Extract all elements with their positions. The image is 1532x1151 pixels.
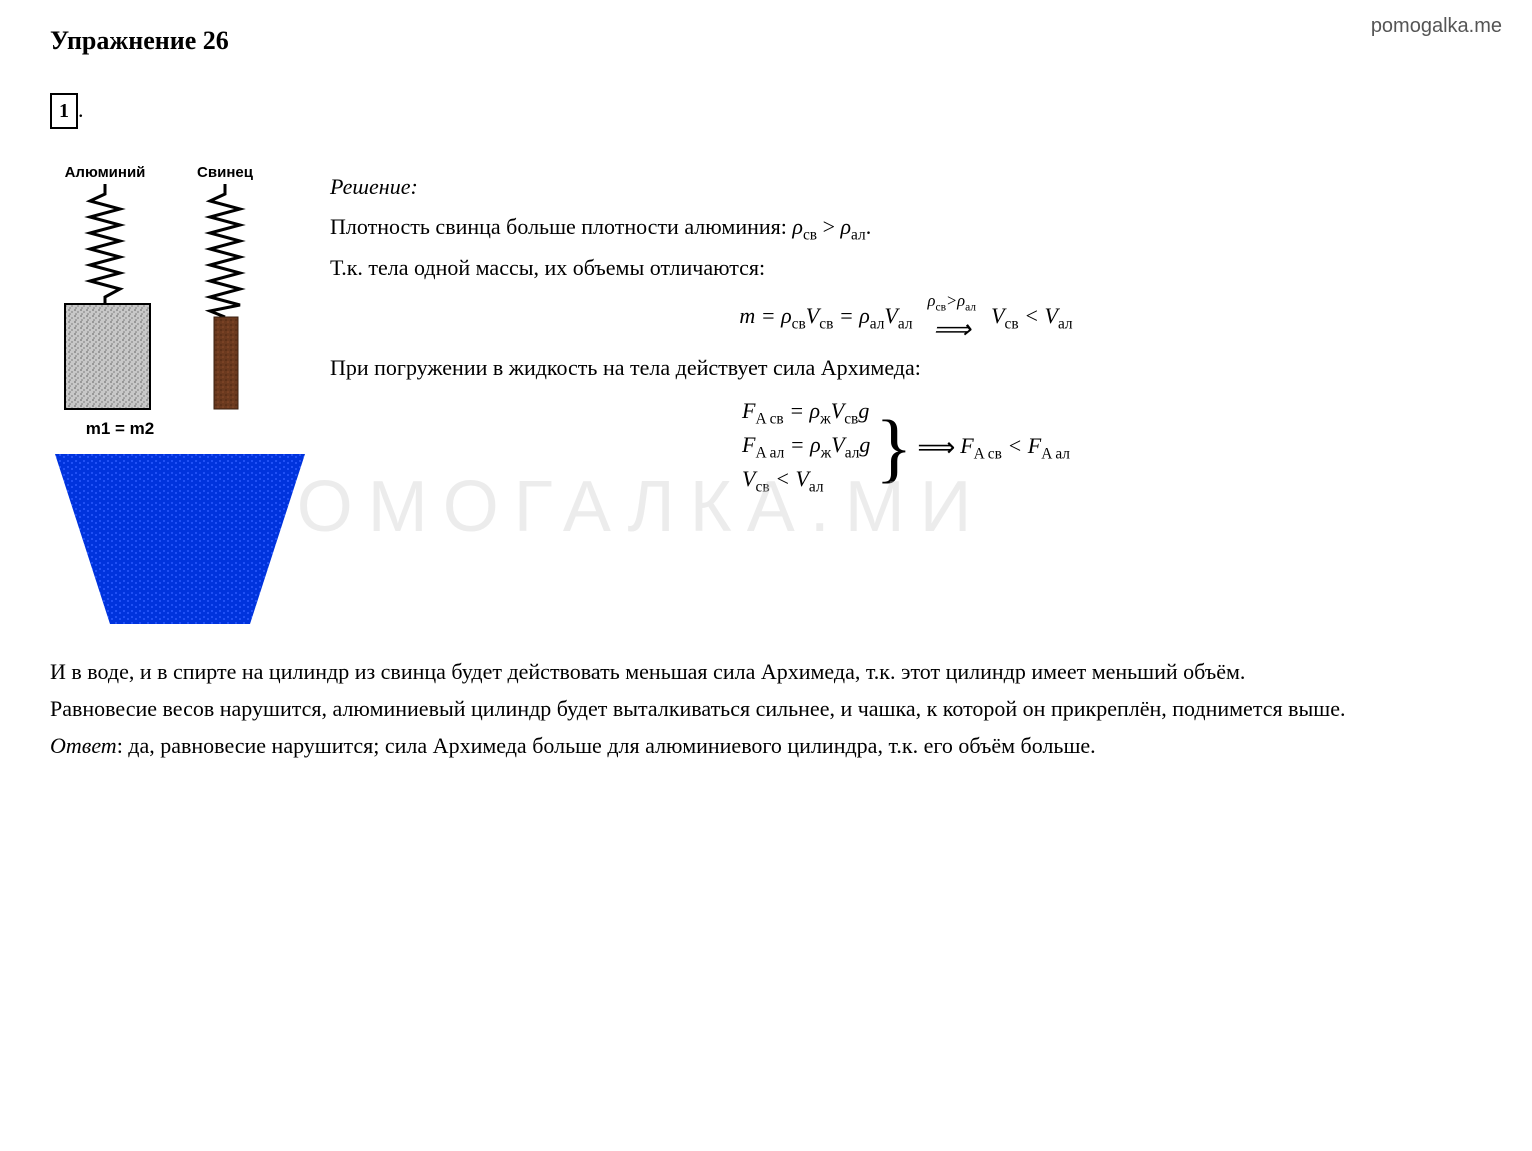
solution-line-2: Т.к. тела одной массы, их объемы отличаю… xyxy=(330,250,1482,285)
f2-al2: ал xyxy=(1051,445,1070,462)
water-container xyxy=(55,454,305,624)
f1-rsv: св xyxy=(1005,316,1019,333)
f2-g1: g xyxy=(858,398,869,423)
f1-sv1: св xyxy=(792,316,806,333)
problem-number-box: 1. xyxy=(50,92,1482,159)
gt-sign: > xyxy=(817,214,840,239)
f2-implies: ⟹ xyxy=(917,426,955,468)
f2-fa3: F xyxy=(960,433,973,458)
f1-ral: ал xyxy=(1058,316,1073,333)
f2-zh2: ж xyxy=(821,445,832,462)
f2-fa1: F xyxy=(742,398,755,423)
f1-top-al: ал xyxy=(965,301,976,313)
f2-eqr2: = ρ xyxy=(784,432,820,457)
sub-al: ал xyxy=(851,226,866,243)
sub-sv: св xyxy=(803,226,817,243)
lead-block xyxy=(214,317,238,409)
spring-left xyxy=(90,184,120,304)
diagram-column: Алюминий Свинец xyxy=(50,159,310,639)
spring-right xyxy=(210,184,240,317)
f2-a3: A xyxy=(974,445,984,462)
formula-1: m = ρсвVсв = ρалVал ρсв>ρал ⟹ Vсв < Vал xyxy=(330,293,1482,342)
dot: . xyxy=(866,214,872,239)
f1-rlt: < xyxy=(1019,303,1045,328)
line1-text: Плотность свинца больше плотности алюмин… xyxy=(330,214,792,239)
f2-lt2: < xyxy=(1002,433,1028,458)
f2-v4: V xyxy=(795,466,808,491)
f2-al1: ал xyxy=(766,445,785,462)
f2-alv2: ал xyxy=(809,479,824,496)
rho-sv: ρ xyxy=(792,214,803,239)
main-content-row: Алюминий Свинец xyxy=(50,159,1482,639)
f1-top-sv: св xyxy=(935,301,946,313)
lead-label: Свинец xyxy=(197,164,254,181)
solution-line-3: При погружении в жидкость на тела действ… xyxy=(330,350,1482,385)
f2-lt1: < xyxy=(770,466,796,491)
aluminum-label: Алюминий xyxy=(65,164,146,181)
answer-text: : да, равновесие нарушится; сила Архимед… xyxy=(117,733,1096,758)
f2-a4: A xyxy=(1041,445,1051,462)
f2-sv2: св xyxy=(984,445,1002,462)
exercise-title: Упражнение 26 xyxy=(50,20,1482,62)
f2-v3: V xyxy=(742,466,755,491)
f1-implies: ⟹ xyxy=(933,316,971,342)
f1-al1: ал xyxy=(870,316,885,333)
mass-equality-label: m1 = m2 xyxy=(86,419,155,438)
f2-fa4: F xyxy=(1028,433,1041,458)
rho-al: ρ xyxy=(840,214,851,239)
f1-v1: V xyxy=(806,303,819,328)
f2-svv1: св xyxy=(844,411,858,428)
f2-v1: V xyxy=(831,398,844,423)
solution-label: Решение: xyxy=(330,169,1482,204)
f2-fa2: F xyxy=(742,432,755,457)
f1-rv1: V xyxy=(991,303,1004,328)
f2-v2: V xyxy=(831,432,844,457)
f1-rv2: V xyxy=(1045,303,1058,328)
conclusion-p2: Равновесие весов нарушится, алюминиевый … xyxy=(50,691,1482,726)
f2-svv2: св xyxy=(755,479,769,496)
f2-alv1: ал xyxy=(845,445,860,462)
aluminum-block xyxy=(65,304,150,409)
f1-top-gt: > xyxy=(946,291,957,310)
answer-line: Ответ: да, равновесие нарушится; сила Ар… xyxy=(50,728,1482,763)
f2-g2: g xyxy=(859,432,870,457)
solution-text-column: Решение: Плотность свинца больше плотнос… xyxy=(330,159,1482,507)
f2-a1: A xyxy=(755,411,765,428)
formula-2: FA св = ρжVсвg FA ал = ρжVалg Vсв < Vал … xyxy=(330,393,1482,498)
answer-label: Ответ xyxy=(50,733,117,758)
f1-al2: ал xyxy=(898,316,913,333)
f1-meq: m = ρ xyxy=(739,303,791,328)
physics-diagram: Алюминий Свинец xyxy=(50,159,310,629)
right-brace: } xyxy=(875,417,912,479)
f2-zh1: ж xyxy=(820,411,831,428)
f2-sv1: св xyxy=(766,411,784,428)
f2-a2: A xyxy=(755,445,765,462)
f1-top-rho2: ρ xyxy=(957,291,965,310)
f1-v2: V xyxy=(884,303,897,328)
conclusion-text: И в воде, и в спирте на цилиндр из свинц… xyxy=(50,654,1482,764)
f1-sv2: св xyxy=(819,316,833,333)
f2-eqr1: = ρ xyxy=(784,398,820,423)
solution-line-1: Плотность свинца больше плотности алюмин… xyxy=(330,209,1482,248)
f1-eq: = ρ xyxy=(833,303,869,328)
conclusion-p1: И в воде, и в спирте на цилиндр из свинц… xyxy=(50,654,1482,689)
problem-number: 1 xyxy=(50,93,78,129)
